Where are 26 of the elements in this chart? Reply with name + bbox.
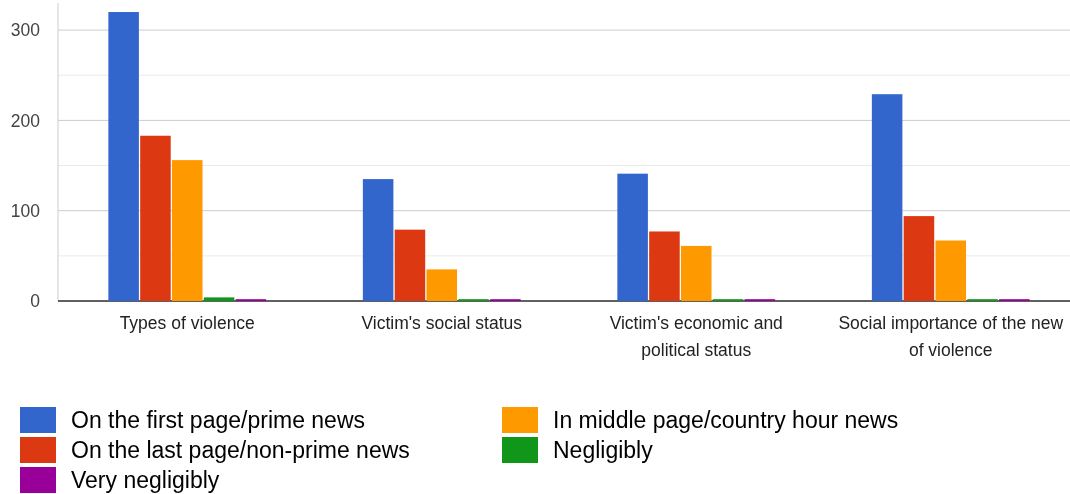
x-tick-label: Types of violence xyxy=(119,313,255,333)
bar xyxy=(140,135,171,301)
legend-label: On the first page/prime news xyxy=(71,407,366,434)
y-tick-label: 100 xyxy=(10,200,41,221)
bar xyxy=(171,160,203,301)
bar xyxy=(935,240,967,301)
bar xyxy=(649,231,680,301)
legend-label: Negligibly xyxy=(553,437,654,464)
bar xyxy=(108,12,139,301)
bar xyxy=(903,216,935,301)
bar xyxy=(617,173,648,301)
legend-label: Very negligibly xyxy=(71,467,220,494)
bar xyxy=(394,229,426,301)
bar xyxy=(426,269,458,301)
x-tick-label: Victim's social status xyxy=(361,313,523,333)
bar xyxy=(680,245,712,301)
x-tick-label: Victim's economic and political status xyxy=(609,313,783,360)
y-tick-label: 300 xyxy=(10,20,41,41)
y-tick-label: 0 xyxy=(30,291,41,312)
bar xyxy=(362,179,394,301)
legend-label: On the last page/non-prime news xyxy=(71,437,410,464)
y-tick-label: 200 xyxy=(10,110,41,131)
bar xyxy=(203,297,235,301)
x-tick-label: Social importance of the new of violence xyxy=(838,313,1064,360)
bar xyxy=(871,94,903,301)
legend-label: In middle page/country hour news xyxy=(553,407,899,434)
